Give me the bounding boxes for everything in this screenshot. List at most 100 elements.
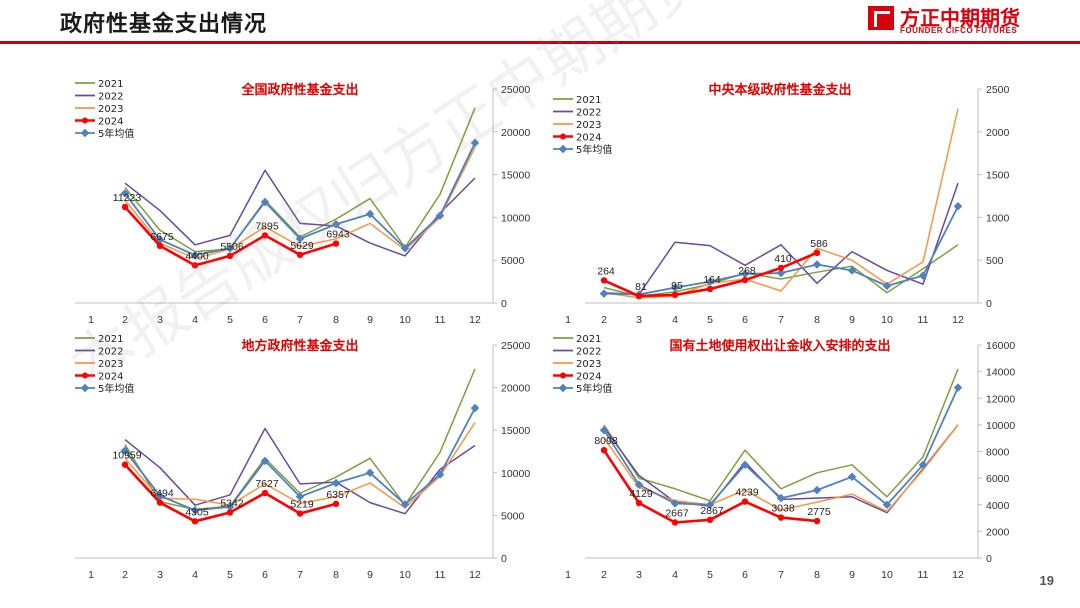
chart-2-point-avg — [953, 202, 963, 211]
chart-2-title: 中央本级政府性基金支出 — [708, 82, 851, 98]
chart-1-y-tick-label: 10000 — [501, 212, 530, 224]
chart-1-point-avg — [260, 197, 270, 207]
chart-4-data-label: 4239 — [735, 487, 759, 499]
chart-1-title: 全国政府性基金支出 — [240, 82, 358, 98]
chart-3-point-2024 — [296, 510, 304, 517]
chart-1-legend-marker — [82, 117, 88, 124]
chart-4-x-tick-label: 4 — [672, 569, 678, 581]
chart-3-point-avg — [155, 491, 165, 501]
chart-2-data-label: 164 — [703, 274, 721, 286]
chart-3-point-avg — [190, 506, 200, 515]
chart-1-x-tick-label: 4 — [192, 314, 198, 326]
chart-4-point-avg — [812, 485, 822, 495]
chart-2-x-tick-label: 11 — [918, 314, 929, 326]
chart-3-legend-label: 5年均值 — [98, 382, 134, 395]
chart-2-data-label: 586 — [810, 238, 828, 250]
chart-3-y-tick-label: 10000 — [501, 468, 530, 480]
logo-chinese-name: 方正中期期货 — [900, 6, 1020, 30]
chart-2-point-2024 — [741, 276, 749, 284]
chart-1-x-tick-label: 9 — [367, 314, 373, 326]
chart-4-point-2024 — [600, 446, 608, 454]
chart-2-point-2024 — [635, 292, 643, 300]
chart-2-point-avg — [776, 268, 786, 278]
chart-1-point-2024 — [191, 262, 199, 269]
chart-3-point-2024 — [121, 461, 129, 468]
chart-4-title: 国有土地使用权出让金收入安排的支出 — [669, 338, 890, 354]
chart-1-point-2024 — [332, 240, 340, 247]
chart-3-point-2024 — [226, 509, 234, 516]
chart-1-point-2024 — [156, 242, 164, 250]
chart-4-legend-label: 2021 — [576, 334, 601, 345]
page-title: 政府性基金支出情况 — [60, 12, 268, 37]
chart-2-x-tick-label: 12 — [952, 314, 964, 326]
chart-4-legend-marker — [560, 372, 566, 379]
chart-4-point-avg — [847, 472, 857, 482]
chart-2-point-2024 — [600, 277, 608, 284]
chart-4-line-2021 — [603, 368, 959, 502]
chart-4-data-label: 3038 — [771, 503, 795, 515]
chart-1-x-tick-label: 8 — [333, 314, 339, 326]
chart-3-data-label: 6494 — [150, 488, 174, 500]
chart-3-legend-marker — [82, 372, 88, 379]
chart-2-legend-label: 2024 — [576, 133, 601, 144]
chart-1-data-label: 7895 — [255, 220, 279, 232]
chart-4-point-avg — [776, 493, 786, 503]
chart-3-legend-label: 2023 — [98, 359, 123, 370]
chart-1-y-tick-label: 25000 — [501, 84, 530, 96]
chart-1-x-tick-label: 2 — [122, 314, 128, 326]
chart-3-x-tick-label: 4 — [192, 569, 198, 581]
chart-4-x-tick-label: 9 — [849, 569, 855, 581]
chart-1-line-2021 — [124, 107, 476, 253]
chart-1-legend-label: 2024 — [98, 117, 123, 128]
chart-3-data-label: 5219 — [290, 499, 314, 511]
chart-4-point-2024 — [777, 514, 785, 521]
chart-4-legend-label: 2023 — [576, 359, 601, 370]
chart-2-line-2023 — [603, 108, 959, 299]
chart-4-x-tick-label: 5 — [707, 569, 713, 581]
chart-2-data-label: 81 — [635, 281, 647, 293]
chart-4-x-tick-label: 10 — [881, 569, 893, 581]
chart-1-data-label: 6943 — [326, 229, 350, 241]
chart-1-data-label: 5629 — [290, 240, 314, 252]
chart-1-data-label: 4400 — [185, 250, 209, 262]
chart-4-point-avg — [670, 499, 680, 508]
chart-1-point-avg — [470, 138, 480, 148]
logo-mark-icon — [868, 6, 894, 30]
chart-1-point-avg — [400, 243, 410, 253]
chart-4-x-tick-label: 8 — [814, 569, 820, 581]
chart-1-x-tick-label: 12 — [469, 314, 481, 326]
chart-4-x-tick-label: 2 — [601, 569, 607, 581]
chart-2-line-2022 — [603, 182, 959, 296]
chart-3-x-tick-label: 9 — [367, 569, 373, 581]
chart-4-x-tick-label: 3 — [636, 569, 642, 581]
chart-2-line-5年均值 — [603, 205, 959, 296]
chart-3-x-tick-label: 2 — [122, 569, 128, 581]
chart-4-y-tick-label: 0 — [986, 553, 992, 565]
chart-3-data-label: 4305 — [185, 506, 209, 518]
chart-2-y-tick-label: 2500 — [986, 84, 1010, 96]
chart-3-x-tick-label: 7 — [297, 569, 303, 581]
chart-4-data-label: 8098 — [594, 435, 618, 447]
chart-3-x-tick-label: 10 — [399, 569, 411, 581]
chart-2-x-tick-label: 6 — [742, 314, 748, 326]
chart-4-y-tick-label: 16000 — [986, 340, 1015, 352]
chart-2-point-avg — [882, 281, 892, 291]
chart-4-point-avg — [740, 460, 750, 470]
chart-1-data-label: 6675 — [150, 231, 174, 243]
chart-2-line-2021 — [603, 244, 959, 297]
chart-3-x-tick-label: 11 — [435, 569, 446, 581]
chart-2-y-tick-label: 2000 — [986, 127, 1010, 139]
chart-3-point-2024 — [261, 489, 269, 497]
chart-4-point-avg — [705, 500, 715, 509]
chart-2-x-tick-label: 5 — [707, 314, 713, 326]
chart-1-point-2024 — [121, 203, 129, 211]
chart-1-y-tick-label: 20000 — [501, 127, 530, 139]
chart-4-point-avg — [953, 383, 963, 392]
chart-2-point-2024 — [706, 285, 714, 293]
chart-3-point-avg — [470, 403, 480, 413]
chart-4-point-2024 — [635, 499, 643, 507]
chart-1-y-tick-label: 15000 — [501, 170, 530, 182]
chart-3-line-2022 — [124, 427, 476, 515]
chart-4-point-2024 — [741, 498, 749, 505]
